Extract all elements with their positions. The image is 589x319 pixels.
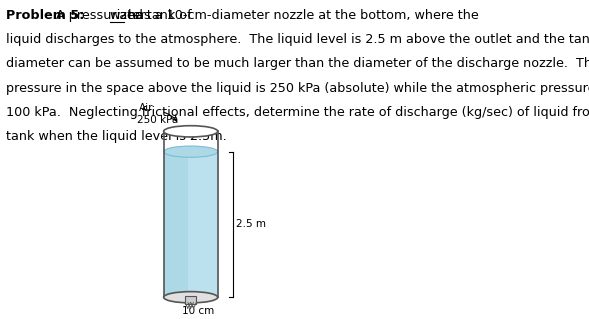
Text: water: water [110,9,146,22]
Text: liquid discharges to the atmosphere.  The liquid level is 2.5 m above the outlet: liquid discharges to the atmosphere. The… [6,33,589,46]
Text: A pressurized tank of: A pressurized tank of [48,9,196,22]
Polygon shape [164,152,218,297]
Text: has a 10-cm-diameter nozzle at the bottom, where the: has a 10-cm-diameter nozzle at the botto… [124,9,478,22]
Polygon shape [188,152,218,297]
Text: 250 kPa: 250 kPa [137,115,178,125]
Text: pressure in the space above the liquid is 250 kPa (absolute) while the atmospher: pressure in the space above the liquid i… [6,82,589,94]
Text: Air: Air [138,102,153,113]
Text: diameter can be assumed to be much larger than the diameter of the discharge noz: diameter can be assumed to be much large… [6,57,589,70]
Text: 2.5 m: 2.5 m [236,219,266,229]
Ellipse shape [164,126,218,137]
Text: 100 kPa.  Neglecting frictional effects, determine the rate of discharge (kg/sec: 100 kPa. Neglecting frictional effects, … [6,106,589,119]
Ellipse shape [164,292,218,303]
Text: tank when the liquid level is 2.5m.: tank when the liquid level is 2.5m. [6,130,227,143]
Polygon shape [185,296,197,304]
Ellipse shape [164,146,218,157]
Text: Problem 5:: Problem 5: [6,9,85,22]
Text: 10 cm: 10 cm [183,306,214,316]
